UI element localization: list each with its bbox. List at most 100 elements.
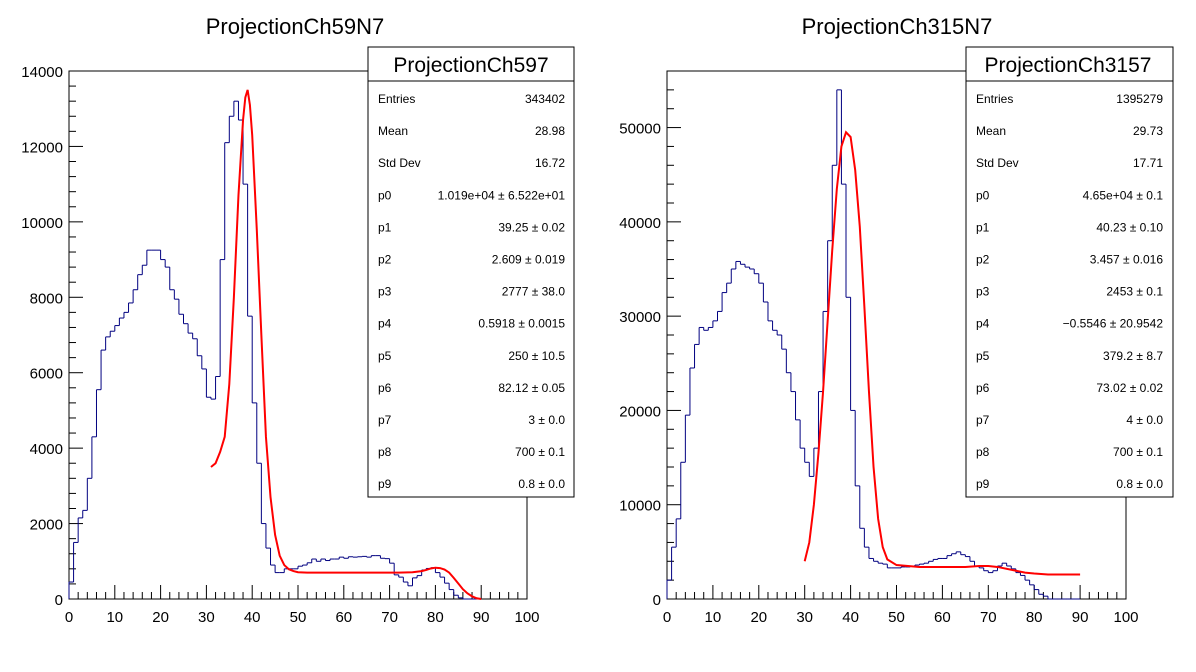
stats-value: 28.98 bbox=[535, 124, 565, 138]
right-panel: ProjectionCh315N7 0 10 20 30 40 50 60 70 80 90 100… bbox=[619, 14, 1174, 626]
stats-value: 0.5918 ± 0.0015 bbox=[478, 317, 565, 331]
y-tick-label: 50000 bbox=[619, 121, 661, 138]
stats-label: p8 bbox=[976, 445, 990, 459]
stats-label: p6 bbox=[976, 381, 990, 395]
stats-label: p7 bbox=[378, 413, 392, 427]
stats-label: p2 bbox=[378, 253, 392, 267]
stats-box: ProjectionCh3157 Entries 1395279 Mean 29.73… bbox=[965, 46, 1174, 498]
y-tick-label: 40000 bbox=[619, 215, 661, 232]
stats-label: p8 bbox=[378, 445, 392, 459]
stats-label: Mean bbox=[378, 124, 408, 138]
stats-value: 3.457 ± 0.016 bbox=[1090, 253, 1164, 267]
stats-box-frame bbox=[367, 46, 575, 498]
x-tick-label: 20 bbox=[750, 609, 767, 626]
stats-value: 4 ± 0.0 bbox=[1126, 413, 1163, 427]
stats-label: Entries bbox=[976, 92, 1013, 106]
stats-label: Std Dev bbox=[976, 156, 1019, 170]
stats-value: 700 ± 0.1 bbox=[1113, 445, 1163, 459]
y-tick-label: 12000 bbox=[21, 139, 63, 156]
y-tick-label: 8000 bbox=[30, 290, 63, 307]
y-tick-label: 10000 bbox=[21, 215, 63, 232]
stats-value: 2777 ± 38.0 bbox=[502, 285, 566, 299]
x-tick-label: 90 bbox=[1072, 609, 1089, 626]
stats-label: p4 bbox=[976, 317, 990, 331]
y-tick-label: 10000 bbox=[619, 498, 661, 515]
y-tick-label: 4000 bbox=[30, 441, 63, 458]
stats-value: 29.73 bbox=[1133, 124, 1163, 138]
stats-label: p5 bbox=[976, 349, 990, 363]
x-tick-label: 30 bbox=[796, 609, 813, 626]
stats-value: 2.609 ± 0.019 bbox=[492, 253, 566, 267]
x-tick-label: 50 bbox=[290, 609, 307, 626]
x-tick-label: 0 bbox=[663, 609, 671, 626]
x-tick-label: 30 bbox=[198, 609, 215, 626]
x-tick-label: 20 bbox=[152, 609, 169, 626]
stats-value: 4.65e+04 ± 0.1 bbox=[1083, 188, 1164, 202]
stats-label: p5 bbox=[378, 349, 392, 363]
stats-title: ProjectionCh597 bbox=[393, 54, 548, 77]
left-panel: ProjectionCh59N7 0 10 20 30 40 50 60 70 80 90 1000… bbox=[21, 14, 575, 626]
x-tick-label: 90 bbox=[473, 609, 490, 626]
stats-value: 2453 ± 0.1 bbox=[1106, 285, 1163, 299]
stats-label: Std Dev bbox=[378, 156, 421, 170]
y-tick-label: 20000 bbox=[619, 403, 661, 420]
fit-curve bbox=[803, 130, 1081, 576]
x-tick-label: 100 bbox=[514, 609, 539, 626]
stats-value: 343402 bbox=[525, 92, 565, 106]
stats-label: Mean bbox=[976, 124, 1006, 138]
stats-value: 379.2 ± 8.7 bbox=[1103, 349, 1163, 363]
y-tick-label: 0 bbox=[653, 592, 661, 609]
x-tick-label: 70 bbox=[381, 609, 398, 626]
stats-value: 0.8 ± 0.0 bbox=[1116, 477, 1163, 491]
stats-value: 1.019e+04 ± 6.522e+01 bbox=[438, 188, 566, 202]
stats-label: p4 bbox=[378, 317, 392, 331]
stats-label: p9 bbox=[378, 477, 392, 491]
x-tick-label: 80 bbox=[427, 609, 444, 626]
y-tick-label: 6000 bbox=[30, 366, 63, 383]
x-tick-label: 80 bbox=[1026, 609, 1043, 626]
stats-label: Entries bbox=[378, 92, 415, 106]
chart-title: ProjectionCh59N7 bbox=[206, 14, 385, 39]
x-tick-label: 100 bbox=[1113, 609, 1138, 626]
stats-label: p1 bbox=[976, 220, 990, 234]
stats-label: p6 bbox=[378, 381, 392, 395]
stats-title: ProjectionCh3157 bbox=[985, 54, 1152, 77]
x-tick-label: 40 bbox=[842, 609, 859, 626]
stats-box: ProjectionCh597 Entries 343402 Mean 28.98 St… bbox=[367, 46, 575, 498]
chart-title: ProjectionCh315N7 bbox=[802, 14, 993, 39]
y-tick-label: 2000 bbox=[30, 517, 63, 534]
x-tick-label: 0 bbox=[65, 609, 73, 626]
stats-value: 250 ± 10.5 bbox=[508, 349, 565, 363]
stats-box-frame bbox=[965, 46, 1174, 498]
x-tick-label: 10 bbox=[106, 609, 123, 626]
stats-label: p3 bbox=[976, 285, 990, 299]
stats-label: p0 bbox=[378, 188, 392, 202]
stats-value: 73.02 ± 0.02 bbox=[1096, 381, 1163, 395]
stats-value: 39.25 ± 0.02 bbox=[498, 220, 565, 234]
stats-value: 82.12 ± 0.05 bbox=[498, 381, 565, 395]
stats-value: 1395279 bbox=[1116, 92, 1163, 106]
y-tick-label: 30000 bbox=[619, 309, 661, 326]
stats-value: 3 ± 0.0 bbox=[528, 413, 565, 427]
x-tick-label: 40 bbox=[244, 609, 261, 626]
stats-label: p9 bbox=[976, 477, 990, 491]
stats-value: −0.5546 ± 20.9542 bbox=[1063, 317, 1164, 331]
x-tick-label: 10 bbox=[705, 609, 722, 626]
stats-value: 700 ± 0.1 bbox=[515, 445, 565, 459]
stats-value: 17.71 bbox=[1133, 156, 1163, 170]
x-tick-label: 60 bbox=[934, 609, 951, 626]
x-tick-label: 60 bbox=[335, 609, 352, 626]
stats-value: 40.23 ± 0.10 bbox=[1096, 220, 1163, 234]
histogram-series bbox=[666, 89, 1081, 600]
y-tick-label: 0 bbox=[55, 592, 63, 609]
x-tick-label: 50 bbox=[888, 609, 905, 626]
y-tick-label: 14000 bbox=[21, 64, 63, 81]
stats-label: p0 bbox=[976, 188, 990, 202]
stats-value: 16.72 bbox=[535, 156, 565, 170]
stats-label: p1 bbox=[378, 220, 392, 234]
x-tick-label: 70 bbox=[980, 609, 997, 626]
stats-label: p2 bbox=[976, 253, 990, 267]
stats-value: 0.8 ± 0.0 bbox=[518, 477, 565, 491]
stats-label: p7 bbox=[976, 413, 990, 427]
